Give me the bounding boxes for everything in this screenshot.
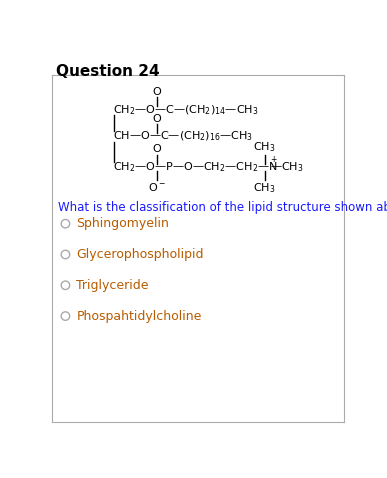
Text: Triglyceride: Triglyceride bbox=[76, 279, 149, 292]
Text: Glycerophospholipid: Glycerophospholipid bbox=[76, 248, 204, 261]
Text: Question 24: Question 24 bbox=[56, 64, 160, 78]
Text: O: O bbox=[152, 114, 161, 124]
Text: CH$_2$—O—P—O—CH$_2$—CH$_2$—N: CH$_2$—O—P—O—CH$_2$—CH$_2$—N bbox=[113, 161, 277, 174]
Text: O$^-$: O$^-$ bbox=[148, 181, 166, 193]
Text: CH$_2$—O—C—(CH$_2$)$_{14}$—CH$_3$: CH$_2$—O—C—(CH$_2$)$_{14}$—CH$_3$ bbox=[113, 103, 258, 117]
Text: Phospahtidylcholine: Phospahtidylcholine bbox=[76, 310, 202, 323]
Text: —CH$_3$: —CH$_3$ bbox=[270, 161, 304, 174]
Text: Sphingomyelin: Sphingomyelin bbox=[76, 217, 169, 230]
Text: CH$_3$: CH$_3$ bbox=[253, 181, 276, 195]
Text: O: O bbox=[152, 144, 161, 154]
Text: O: O bbox=[152, 87, 161, 97]
Text: +: + bbox=[270, 154, 276, 163]
Text: CH$_3$: CH$_3$ bbox=[253, 141, 276, 154]
Text: CH—O—C—(CH$_2$)$_{16}$—CH$_3$: CH—O—C—(CH$_2$)$_{16}$—CH$_3$ bbox=[113, 130, 253, 143]
Text: What is the classification of the lipid structure shown above?: What is the classification of the lipid … bbox=[58, 201, 387, 214]
